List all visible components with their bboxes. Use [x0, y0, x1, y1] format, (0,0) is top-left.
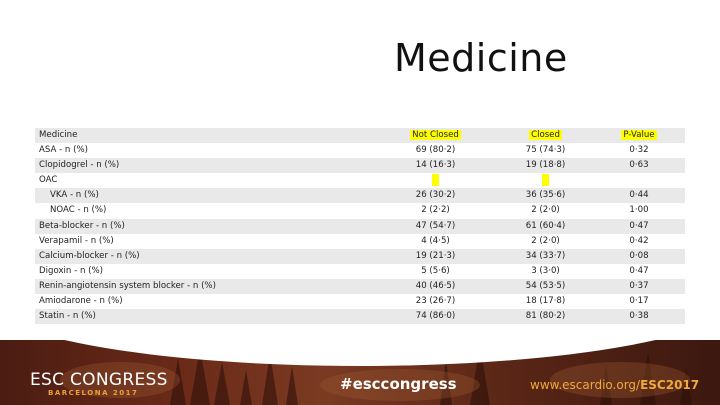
highlight-marker	[495, 173, 596, 188]
table-row: OAC	[35, 173, 685, 189]
barcelona-skyline-icon	[60, 346, 692, 405]
table-row: Calcium-blocker - n (%) 19 (21·3) 34 (33…	[35, 248, 685, 264]
header-p-value: P-Value	[621, 130, 657, 140]
table-row: Digoxin - n (%) 5 (5·6) 3 (3·0) 0·47	[35, 263, 685, 279]
hashtag-text: #esccongress	[340, 375, 457, 393]
website-link[interactable]: www.escardio.org/ESC2017	[530, 378, 700, 392]
table-row: Amiodarone - n (%) 23 (26·7) 18 (17·8) 0…	[35, 294, 685, 310]
congress-logo-text: ESC CONGRESS	[30, 370, 168, 390]
table-row: Beta-blocker - n (%) 47 (54·7) 61 (60·4)…	[35, 218, 685, 234]
table-row: Statin - n (%) 74 (86·0) 81 (80·2) 0·38	[35, 309, 685, 325]
slide-content: Medicine Medicine Not Closed Closed P-Va…	[35, 36, 685, 325]
table-row: Clopidogrel - n (%) 14 (16·3) 19 (18·8) …	[35, 158, 685, 174]
medicine-table: Medicine Not Closed Closed P-Value ASA -…	[35, 128, 685, 325]
header-not-closed: Not Closed	[410, 130, 461, 140]
header-medicine: Medicine	[39, 130, 78, 140]
table-row: VKA - n (%) 26 (30·2) 36 (35·6) 0·44	[35, 188, 685, 204]
footer-banner	[0, 340, 720, 405]
table-row: Verapamil - n (%) 4 (4·5) 2 (2·0) 0·42	[35, 233, 685, 249]
congress-city: BARCELONA 2017	[48, 389, 139, 397]
table-row: NOAC - n (%) 2 (2·2) 2 (2·0) 1·00	[35, 203, 685, 219]
table-row: ASA - n (%) 69 (80·2) 75 (74·3) 0·32	[35, 143, 685, 159]
highlight-marker	[375, 173, 496, 188]
table-row: Renin-angiotensin system blocker - n (%)…	[35, 278, 685, 295]
slide-title: Medicine	[394, 36, 568, 80]
header-closed: Closed	[529, 130, 562, 140]
table-header-row: Medicine Not Closed Closed P-Value	[35, 128, 685, 144]
